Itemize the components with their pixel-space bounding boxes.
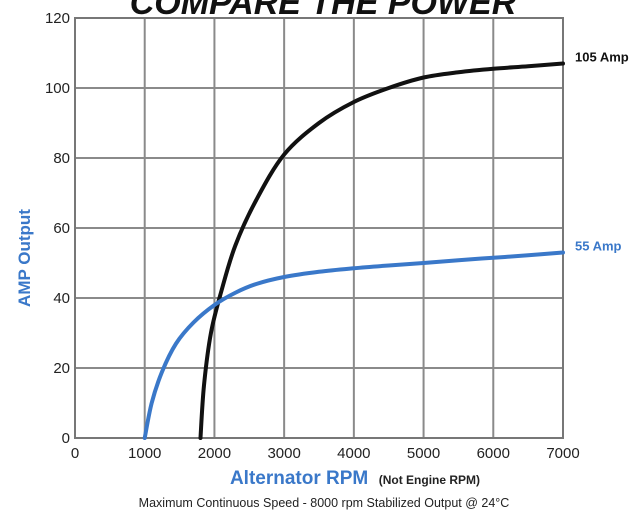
y-tick-label: 60 <box>53 220 70 237</box>
x-axis-label-note: (Not Engine RPM) <box>379 473 480 487</box>
y-axis-label: AMP Output <box>15 209 34 307</box>
x-tick-label: 3000 <box>267 445 300 462</box>
x-tick-label: 5000 <box>407 445 440 462</box>
y-tick-label: 80 <box>53 150 70 167</box>
series-line-105-amp <box>198 61 565 440</box>
y-tick-label: 40 <box>53 290 70 307</box>
y-tick-label: 120 <box>45 10 70 27</box>
y-tick-label: 0 <box>62 430 70 447</box>
x-tick-label: 2000 <box>198 445 231 462</box>
footnote: Maximum Continuous Speed - 8000 rpm Stab… <box>139 496 510 510</box>
x-axis-label: Alternator RPM (Not Engine RPM) <box>230 468 480 489</box>
tick-labels: 0 1000 2000 3000 4000 5000 6000 7000 0 20 40 60 80 10… <box>45 10 580 462</box>
x-tick-label: 7000 <box>546 445 579 462</box>
y-tick-label: 100 <box>45 80 70 97</box>
grid <box>74 17 564 439</box>
x-tick-label: 6000 <box>477 445 510 462</box>
series-line-55-amp <box>142 250 565 440</box>
series-label-105-amp: 105 Amp <box>575 50 629 65</box>
series-label-55-amp: 55 Amp <box>575 239 622 254</box>
plot-frame <box>74 17 564 439</box>
chart-title: COMPARE THE POWER <box>130 0 517 22</box>
x-tick-label: 1000 <box>128 445 161 462</box>
series-lines <box>142 61 565 440</box>
x-tick-label: 4000 <box>337 445 370 462</box>
x-axis-label-main: Alternator RPM <box>230 468 368 489</box>
series-labels: 105 Amp 55 Amp <box>575 50 629 254</box>
y-tick-label: 20 <box>53 360 70 377</box>
x-tick-label: 0 <box>71 445 79 462</box>
